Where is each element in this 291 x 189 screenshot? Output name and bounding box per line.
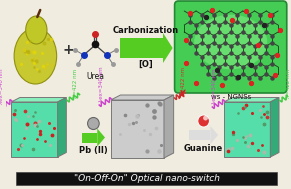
Circle shape [198,115,210,127]
Polygon shape [120,38,163,58]
Text: Guanine: Guanine [184,144,223,153]
Polygon shape [111,100,164,158]
Polygon shape [210,126,218,144]
Text: Carbonization: Carbonization [113,26,179,35]
FancyBboxPatch shape [16,172,277,185]
Text: Urea: Urea [86,72,104,81]
Polygon shape [164,95,174,158]
Text: ✗: ✗ [176,88,187,101]
Polygon shape [58,98,66,157]
Polygon shape [224,98,279,102]
Text: [O]: [O] [138,60,153,69]
Text: λex=340 nm: λex=340 nm [0,68,4,104]
Text: Pb (II): Pb (II) [79,146,108,156]
Polygon shape [189,130,210,140]
Text: λex=340 nm: λex=340 nm [99,66,104,102]
FancyBboxPatch shape [175,1,287,93]
Circle shape [203,115,208,121]
Text: ws - NGNSs: ws - NGNSs [211,94,251,100]
Ellipse shape [14,28,57,84]
Circle shape [88,118,99,129]
Text: λ=422 nm: λ=422 nm [74,69,79,98]
Polygon shape [82,132,97,143]
Polygon shape [11,98,66,102]
Polygon shape [270,98,279,157]
Polygon shape [224,102,270,157]
Ellipse shape [194,15,267,69]
Text: +: + [63,43,74,57]
Polygon shape [111,95,174,100]
Text: λex=340 nm: λex=340 nm [212,68,217,104]
Polygon shape [97,129,105,146]
Text: λ=422 nm: λ=422 nm [286,69,291,98]
Polygon shape [163,33,173,63]
Text: λ=422 nm: λ=422 nm [181,67,186,96]
Text: "On-Off-On" Optical nano-switch: "On-Off-On" Optical nano-switch [74,174,220,183]
Ellipse shape [26,16,47,44]
Polygon shape [11,102,58,157]
